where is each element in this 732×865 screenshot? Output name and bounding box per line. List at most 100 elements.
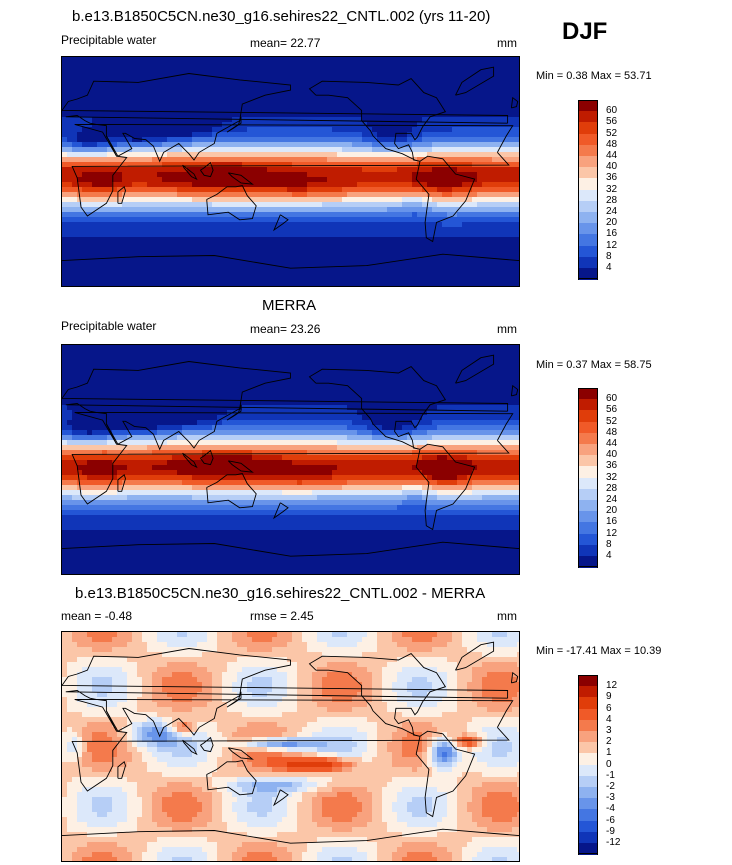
field-cell bbox=[192, 207, 198, 213]
field-cell bbox=[452, 197, 458, 203]
field-cell bbox=[242, 62, 248, 68]
field-cell bbox=[437, 137, 443, 143]
field-cell bbox=[152, 107, 158, 113]
field-cell bbox=[62, 350, 68, 356]
field-cell bbox=[187, 117, 193, 123]
field-cell bbox=[307, 217, 313, 223]
field-cell bbox=[197, 117, 203, 123]
field-cell bbox=[457, 375, 463, 381]
field-cell bbox=[337, 142, 343, 148]
field-cell bbox=[77, 350, 83, 356]
field-cell bbox=[517, 345, 519, 351]
field-cell bbox=[292, 217, 298, 223]
field-cell bbox=[172, 202, 178, 208]
field-cell bbox=[277, 162, 283, 168]
field-cell bbox=[82, 177, 88, 183]
field-cell bbox=[167, 162, 173, 168]
field-cell bbox=[377, 355, 383, 361]
field-cell bbox=[517, 112, 519, 118]
field-cell bbox=[432, 217, 438, 223]
field-cell bbox=[112, 282, 118, 286]
field-cell bbox=[397, 137, 403, 143]
field-cell bbox=[182, 282, 188, 286]
field-cell bbox=[147, 107, 153, 113]
field-cell bbox=[437, 282, 443, 286]
field-cell bbox=[117, 87, 123, 93]
field-cell bbox=[332, 127, 338, 133]
field-cell bbox=[182, 57, 188, 63]
field-cell bbox=[167, 267, 173, 273]
field-cell bbox=[257, 92, 263, 98]
field-cell bbox=[227, 202, 233, 208]
field-cell bbox=[212, 152, 218, 158]
field-cell bbox=[77, 72, 83, 78]
field-cell bbox=[472, 355, 478, 361]
field-cell bbox=[237, 247, 243, 253]
field-cell bbox=[247, 350, 253, 356]
field-cell bbox=[162, 242, 168, 248]
field-cell bbox=[282, 137, 288, 143]
field-cell bbox=[392, 157, 398, 163]
field-cell bbox=[107, 127, 113, 133]
field-cell bbox=[207, 167, 213, 173]
field-cell bbox=[67, 147, 73, 153]
field-cell bbox=[367, 92, 373, 98]
field-cell bbox=[332, 277, 338, 283]
field-cell bbox=[242, 102, 248, 108]
field-cell bbox=[137, 137, 143, 143]
field-cell bbox=[352, 177, 358, 183]
field-cell bbox=[462, 107, 468, 113]
field-cell bbox=[217, 157, 223, 163]
field-cell bbox=[152, 187, 158, 193]
field-cell bbox=[162, 232, 168, 238]
field-cell bbox=[152, 247, 158, 253]
field-cell bbox=[302, 147, 308, 153]
field-cell bbox=[502, 202, 508, 208]
field-cell bbox=[207, 102, 213, 108]
field-cell bbox=[202, 87, 208, 93]
field-cell bbox=[197, 355, 203, 361]
field-cell bbox=[482, 147, 488, 153]
field-cell bbox=[97, 77, 103, 83]
field-cell bbox=[217, 370, 223, 376]
field-cell bbox=[107, 222, 113, 228]
field-cell bbox=[492, 157, 498, 163]
field-cell bbox=[377, 237, 383, 243]
field-cell bbox=[457, 137, 463, 143]
field-cell bbox=[272, 62, 278, 68]
field-cell bbox=[397, 182, 403, 188]
field-cell bbox=[267, 152, 273, 158]
field-cell bbox=[167, 177, 173, 183]
field-cell bbox=[492, 375, 498, 381]
field-cell bbox=[357, 227, 363, 233]
field-cell bbox=[67, 227, 73, 233]
field-cell bbox=[297, 67, 303, 73]
field-cell bbox=[157, 217, 163, 223]
field-cell bbox=[397, 162, 403, 168]
field-cell bbox=[282, 177, 288, 183]
field-cell bbox=[227, 222, 233, 228]
field-cell bbox=[82, 62, 88, 68]
field-cell bbox=[287, 227, 293, 233]
field-cell bbox=[142, 142, 148, 148]
field-cell bbox=[257, 107, 263, 113]
field-cell bbox=[147, 247, 153, 253]
field-cell bbox=[362, 107, 368, 113]
field-cell bbox=[282, 132, 288, 138]
field-cell bbox=[442, 207, 448, 213]
field-cell bbox=[202, 217, 208, 223]
field-cell bbox=[222, 212, 228, 218]
field-cell bbox=[132, 62, 138, 68]
field-cell bbox=[167, 272, 173, 278]
field-cell bbox=[322, 262, 328, 268]
field-cell bbox=[242, 182, 248, 188]
field-cell bbox=[77, 82, 83, 88]
field-cell bbox=[62, 227, 68, 233]
field-cell bbox=[492, 87, 498, 93]
field-cell bbox=[247, 102, 253, 108]
field-cell bbox=[227, 227, 233, 233]
field-cell bbox=[427, 277, 433, 283]
field-cell bbox=[222, 222, 228, 228]
field-cell bbox=[307, 355, 313, 361]
field-cell bbox=[217, 112, 223, 118]
